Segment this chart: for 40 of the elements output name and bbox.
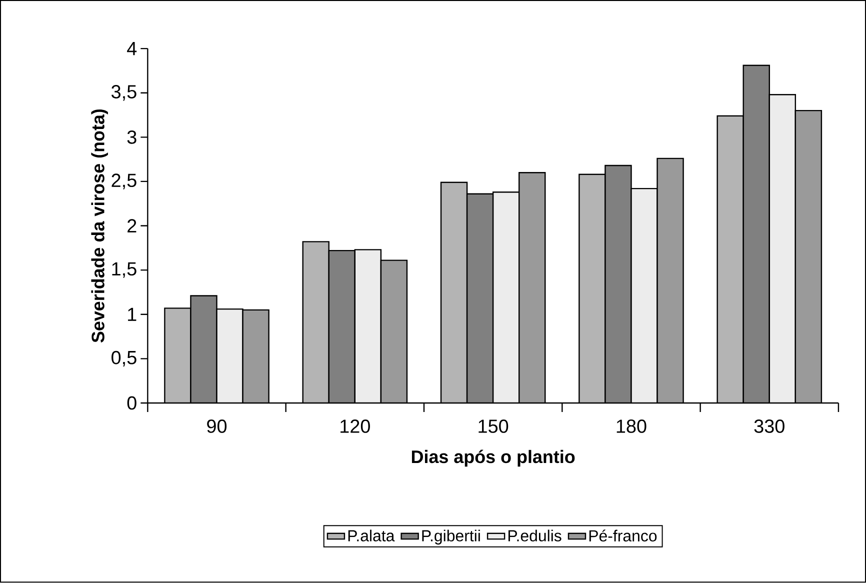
- bar: [242, 310, 269, 404]
- bar: [605, 166, 632, 404]
- y-tick-label: 2,5: [112, 174, 136, 190]
- y-axis-title: Severidade da virose (nota): [91, 110, 108, 343]
- y-tick-label: 1,5: [112, 262, 136, 278]
- legend-label: P.alata: [348, 530, 395, 542]
- bar: [631, 188, 658, 404]
- y-tick-label: 0,5: [112, 350, 136, 367]
- bar: [164, 308, 191, 404]
- bar: [216, 309, 243, 404]
- bar: [493, 192, 520, 404]
- bar: [354, 250, 381, 404]
- legend-label: P.gibertii: [422, 530, 480, 545]
- x-tick-label: 330: [754, 420, 784, 434]
- y-tick-label: 3: [127, 130, 136, 144]
- bar: [519, 172, 546, 404]
- y-tick-label: 0: [127, 396, 136, 410]
- bar: [467, 194, 494, 404]
- bar: [302, 242, 329, 404]
- bar: [742, 64, 770, 404]
- y-tick-label: 4: [127, 42, 137, 56]
- y-tick-label: 3,5: [112, 85, 136, 101]
- bar: [328, 250, 355, 404]
- legend-label: Pé-franco: [589, 530, 657, 542]
- x-axis-title: Dias após o plantio: [412, 450, 575, 467]
- bar: [190, 296, 217, 404]
- y-tick-label: 2: [128, 219, 136, 233]
- x-tick-label: 120: [340, 420, 370, 434]
- bar: [657, 158, 684, 404]
- bar: [579, 174, 606, 404]
- bar: [441, 182, 468, 404]
- x-tick-label: 150: [478, 420, 508, 434]
- legend-label: P.edulis: [508, 530, 562, 542]
- x-tick-label: 180: [616, 420, 646, 434]
- bar: [380, 260, 407, 404]
- y-tick-label: 1: [128, 308, 136, 322]
- x-tick-label: 90: [207, 420, 227, 434]
- bar: [794, 110, 822, 404]
- bar: [716, 115, 744, 404]
- bar: [768, 94, 796, 404]
